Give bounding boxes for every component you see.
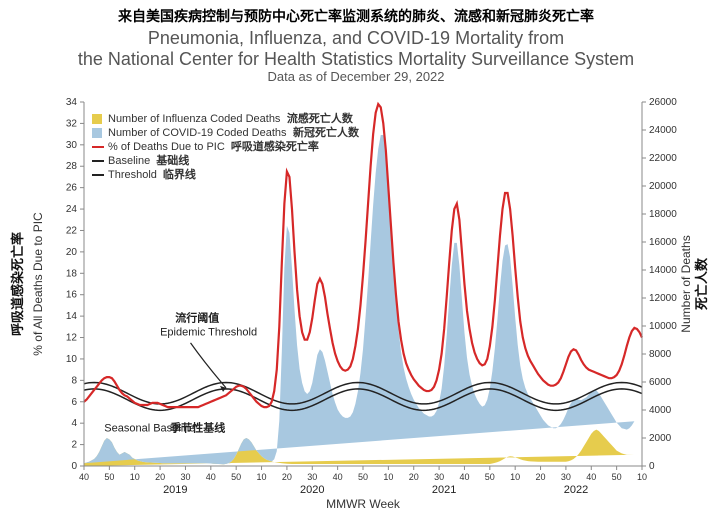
legend-en-2: % of Deaths Due to PIC	[108, 141, 225, 153]
svg-text:14: 14	[66, 311, 78, 322]
svg-text:6000: 6000	[649, 377, 672, 388]
svg-text:8000: 8000	[649, 349, 672, 360]
svg-text:0: 0	[71, 461, 77, 472]
svg-text:20: 20	[409, 472, 419, 482]
svg-text:2019: 2019	[163, 484, 187, 496]
svg-text:2020: 2020	[300, 484, 324, 496]
y-left-label-en: % of All Deaths Due to PIC	[31, 212, 45, 356]
svg-text:30: 30	[307, 472, 317, 482]
svg-text:10: 10	[130, 472, 140, 482]
svg-text:30: 30	[434, 472, 444, 482]
legend-en-0: Number of Influenza Coded Deaths	[108, 113, 281, 125]
svg-text:10000: 10000	[649, 321, 677, 332]
title-cn: 来自美国疾病控制与预防中心死亡率监测系统的肺炎、流感和新冠肺炎死亡率	[0, 0, 712, 26]
svg-text:20: 20	[66, 247, 78, 258]
ann-seasonal-cn: 季节性基线	[169, 421, 225, 435]
legend-cn-2: 呼吸道感染死亡率	[231, 139, 319, 153]
svg-text:2021: 2021	[432, 484, 456, 496]
svg-text:30: 30	[180, 472, 190, 482]
svg-text:32: 32	[66, 119, 78, 130]
svg-text:20000: 20000	[649, 181, 677, 192]
svg-text:50: 50	[231, 472, 241, 482]
svg-text:26000: 26000	[649, 97, 677, 108]
legend-cn-0: 流感死亡人数	[287, 111, 354, 125]
svg-text:18: 18	[66, 269, 78, 280]
svg-text:10: 10	[257, 472, 267, 482]
svg-text:34: 34	[66, 97, 78, 108]
svg-text:14000: 14000	[649, 265, 677, 276]
svg-text:0: 0	[649, 461, 655, 472]
covid-area	[84, 135, 634, 464]
legend-cn-4: 临界线	[163, 167, 196, 181]
svg-text:40: 40	[586, 472, 596, 482]
legend-en-4: Threshold	[108, 169, 157, 181]
svg-text:10: 10	[637, 472, 647, 482]
chart-svg: 0246810121416182022242628303234020004000…	[0, 84, 712, 514]
svg-text:40: 40	[206, 472, 216, 482]
svg-text:26: 26	[66, 183, 78, 194]
svg-text:50: 50	[358, 472, 368, 482]
svg-text:18000: 18000	[649, 209, 677, 220]
x-axis-label: MMWR Week	[326, 497, 401, 511]
svg-text:30: 30	[66, 140, 78, 151]
svg-text:4000: 4000	[649, 405, 672, 416]
legend-cn-3: 基础线	[155, 153, 189, 167]
svg-text:24000: 24000	[649, 125, 677, 136]
svg-text:30: 30	[561, 472, 571, 482]
svg-text:40: 40	[459, 472, 469, 482]
svg-text:50: 50	[104, 472, 114, 482]
svg-text:2022: 2022	[564, 484, 588, 496]
legend-en-1: Number of COVID-19 Coded Deaths	[108, 127, 287, 139]
ann-epidemic-cn: 流行阈值	[175, 311, 219, 325]
title-en: Pneumonia, Influenza, and COVID-19 Morta…	[0, 28, 712, 69]
subtitle: Data as of December 29, 2022	[0, 69, 712, 84]
svg-text:16: 16	[66, 290, 78, 301]
svg-text:2000: 2000	[649, 433, 672, 444]
svg-text:10: 10	[66, 354, 78, 365]
svg-text:6: 6	[71, 397, 77, 408]
svg-text:22000: 22000	[649, 153, 677, 164]
y-right-label-en: Number of Deaths	[679, 236, 693, 333]
svg-text:40: 40	[333, 472, 343, 482]
svg-text:50: 50	[612, 472, 622, 482]
legend-en-3: Baseline	[108, 155, 150, 167]
svg-text:50: 50	[485, 472, 495, 482]
svg-text:4: 4	[71, 419, 77, 430]
svg-text:10: 10	[383, 472, 393, 482]
svg-text:16000: 16000	[649, 237, 677, 248]
legend-cn-1: 新冠死亡人数	[293, 125, 360, 139]
svg-text:22: 22	[66, 226, 78, 237]
svg-text:20: 20	[536, 472, 546, 482]
svg-text:12: 12	[66, 333, 78, 344]
svg-text:2: 2	[71, 440, 77, 451]
y-right-label-cn: 死亡人数	[694, 257, 709, 310]
svg-text:20: 20	[155, 472, 165, 482]
ann-epidemic-en: Epidemic Threshold	[160, 327, 257, 339]
svg-text:28: 28	[66, 162, 78, 173]
svg-text:40: 40	[79, 472, 89, 482]
arrow-line	[191, 343, 227, 388]
svg-text:24: 24	[66, 204, 78, 215]
svg-text:20: 20	[282, 472, 292, 482]
y-left-label-cn: 呼吸道感染死亡率	[10, 232, 25, 336]
svg-text:12000: 12000	[649, 293, 677, 304]
svg-text:10: 10	[510, 472, 520, 482]
svg-text:8: 8	[71, 376, 77, 387]
